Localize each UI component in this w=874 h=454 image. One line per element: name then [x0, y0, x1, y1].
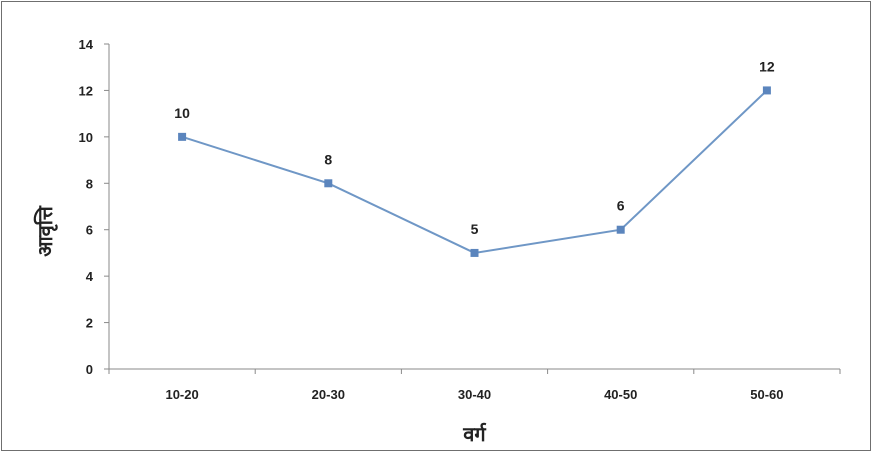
y-tick-label: 4 [86, 269, 94, 284]
data-label: 12 [759, 58, 775, 74]
data-label: 8 [324, 151, 332, 167]
data-point-marker [324, 179, 333, 188]
y-tick-label: 8 [86, 176, 93, 191]
tick-labels: 0 2 4 6 8 10 12 14 10-20 20-30 30-40 40-50 50-60 [79, 37, 784, 402]
x-tick-label: 20-30 [312, 387, 345, 402]
x-tick-label: 40-50 [604, 387, 637, 402]
data-series [178, 86, 771, 257]
y-tick-label: 14 [79, 37, 94, 52]
y-tick-label: 0 [86, 362, 93, 377]
data-label: 5 [471, 221, 479, 237]
x-tick-label: 50-60 [750, 387, 783, 402]
data-label: 10 [174, 105, 190, 121]
y-tick-label: 10 [79, 130, 93, 145]
y-tick-label: 12 [79, 83, 93, 98]
x-tick-label: 30-40 [458, 387, 491, 402]
y-tick-label: 2 [86, 316, 93, 331]
x-axis-title: वर्ग [462, 422, 486, 446]
data-point-marker [178, 132, 187, 141]
axes [104, 43, 841, 374]
data-point-marker [470, 248, 479, 257]
x-tick-label: 10-20 [165, 387, 198, 402]
y-axis-title: आवृत्ति [33, 205, 58, 257]
data-point-marker [616, 225, 625, 234]
data-point-marker [762, 86, 771, 95]
data-labels: 10 8 5 6 12 [174, 58, 775, 237]
data-label: 6 [617, 198, 625, 214]
y-tick-label: 6 [86, 223, 93, 238]
